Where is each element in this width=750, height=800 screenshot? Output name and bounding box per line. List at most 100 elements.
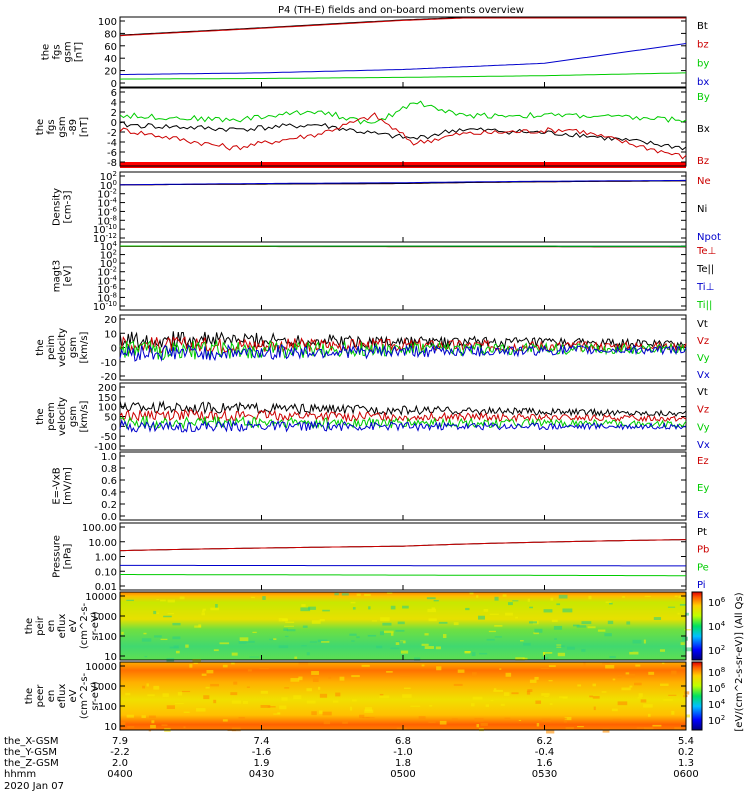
series-line-vt (119, 400, 687, 417)
spectrogram-cell (328, 676, 332, 679)
spectrogram-cell (281, 697, 288, 701)
panel-9: 10000 1000 100 10 the peir en eflux eV (cm^2-s-sr… (24, 591, 693, 663)
legend-entry: Vz (697, 336, 709, 347)
panel-10: 10000 1000 100 10 the peer en eflux eV (cm^2-s-sr… (24, 661, 690, 734)
spectrogram-cell (386, 592, 393, 594)
y-axis-label: Density (52, 188, 63, 226)
y-tick-label: 50 (104, 413, 117, 424)
spectrogram-cell (671, 710, 675, 715)
spectrogram-cell (612, 678, 616, 681)
legend-entry: bx (697, 77, 709, 88)
spectrogram-cell (465, 607, 470, 611)
spectrogram-cell (350, 706, 353, 711)
footer-value: -1.6 (252, 747, 272, 758)
spectrogram-cell (629, 650, 633, 652)
spectrogram-cell (635, 664, 641, 667)
spectrogram-cell (162, 693, 169, 697)
spectrogram-cell (565, 726, 574, 731)
series-line-npot (119, 179, 686, 186)
spectrogram-cell (284, 687, 290, 689)
y-tick-label: 100.00 (82, 523, 117, 534)
footer-value: 1.3 (678, 758, 694, 769)
y-tick-label: -6 (107, 148, 117, 159)
spectrogram-cell (298, 662, 309, 667)
spectrogram-cell (573, 624, 580, 627)
legend-entry: Ti⊥ (696, 282, 714, 293)
y-axis-label: [nPa] (63, 543, 74, 569)
spectrogram-cell (548, 665, 556, 667)
spectrogram-cell (311, 671, 319, 675)
spectrogram-cell (597, 629, 606, 632)
spectrogram-cell (581, 648, 586, 652)
spectrogram-cell (428, 721, 436, 723)
spectrogram-cell (317, 639, 328, 643)
colorbar-tick-label: 108 (708, 666, 725, 679)
spectrogram-cell (194, 625, 202, 628)
spectrogram-cell (150, 724, 156, 729)
spectrogram-cell (290, 678, 300, 682)
spectrogram-cell (238, 641, 247, 644)
spectrogram-cell (201, 674, 211, 678)
spectrogram-cell (250, 596, 255, 599)
spectrogram-cell (206, 670, 214, 674)
spectrogram-cell (674, 727, 682, 730)
spectrogram-cell (233, 681, 238, 685)
y-tick-label: 10.00 (88, 538, 117, 549)
series-line-bz (119, 112, 687, 160)
spectrogram-cell (643, 639, 646, 644)
y-tick-label: -10 (101, 358, 117, 369)
spectrogram-cell (210, 607, 219, 611)
spectrogram-cell (607, 620, 614, 625)
legend-entry: Ey (697, 483, 709, 494)
y-axis-label: [mV/m] (63, 467, 74, 505)
panel-frame (119, 87, 687, 167)
spectrogram-cell (201, 673, 207, 676)
spectrogram-cell (587, 626, 596, 629)
footer-value: 0.2 (678, 747, 694, 758)
spectrogram-cell (604, 633, 612, 637)
spectrogram-cell (470, 703, 475, 707)
y-tick-label: 10 (104, 722, 117, 733)
spectrogram-cell (494, 596, 499, 601)
spectrogram-cell (306, 652, 310, 656)
spectrogram-cell (556, 603, 561, 606)
y-tick-label: 0 (111, 422, 117, 433)
spectrogram-cell (564, 716, 572, 721)
spectrogram-cell (386, 671, 393, 673)
spectrogram-cell (352, 607, 356, 610)
spectrogram-cell (259, 668, 269, 670)
series-line-bx (120, 43, 687, 75)
spectrogram-cell (515, 616, 519, 619)
panel-5: 20 10 0 -10 -20 the peim velocity gsm [km/s] Vt Vz V… (35, 314, 710, 383)
y-tick-label: 0.0 (101, 512, 117, 523)
spectrogram-cell (161, 724, 168, 727)
spectrogram-cell (246, 686, 250, 688)
spectrogram-cell (453, 622, 459, 626)
spectrogram-cell (231, 727, 241, 732)
spectrogram-cell (418, 716, 426, 720)
y-tick-label: -2 (107, 128, 117, 139)
spectrogram-cell (298, 676, 303, 681)
y-axis-label: eV (68, 689, 79, 702)
legend-entry: Bz (697, 156, 709, 167)
spectrogram-cell (592, 683, 596, 687)
legend-entry: Vt (697, 387, 708, 398)
spectrogram-cell (213, 699, 217, 704)
spectrogram-cell (302, 625, 308, 628)
spectrogram-cell (523, 642, 531, 646)
y-tick-label: 20 (104, 315, 117, 326)
legend-entry: Ni (697, 204, 707, 215)
spectrogram-cell (500, 703, 505, 706)
spectrogram-cell (678, 595, 682, 599)
spectrogram-cell (278, 645, 289, 649)
spectrogram-cell (202, 608, 206, 611)
spectrogram-cell (371, 620, 378, 622)
spectrogram-cell (183, 726, 186, 729)
legend-entry: Bt (697, 21, 708, 32)
spectrogram-cell (379, 693, 384, 696)
spectrogram-cell (581, 621, 592, 624)
spectrogram-cell (576, 625, 587, 628)
spectrogram-cell (356, 593, 361, 596)
